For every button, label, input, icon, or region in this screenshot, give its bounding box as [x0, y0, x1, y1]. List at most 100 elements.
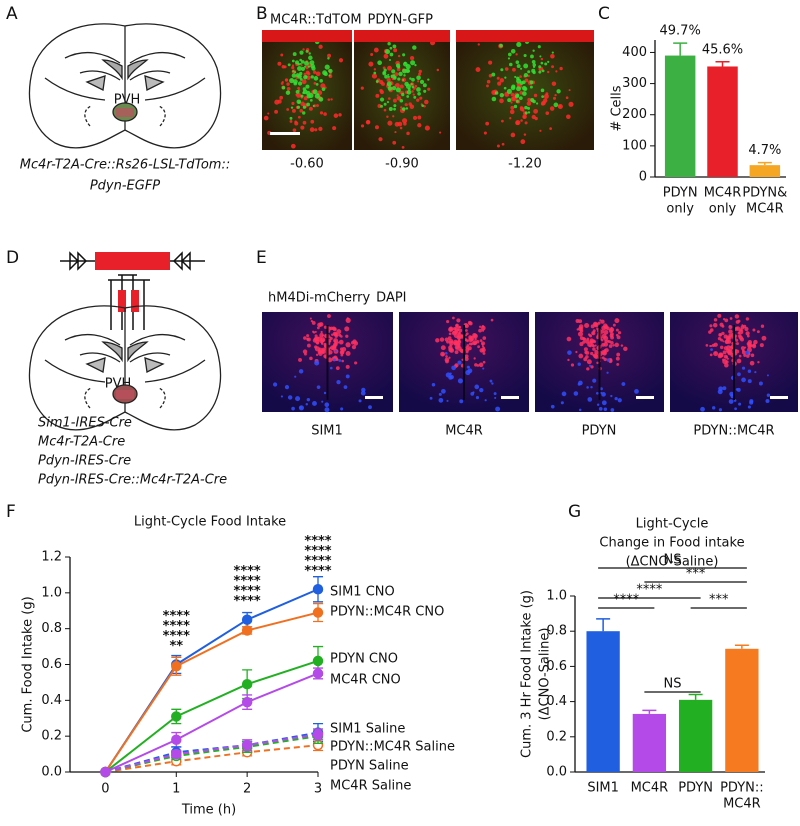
cell: [593, 322, 599, 328]
panel-letter: G: [568, 502, 581, 522]
cell: [478, 325, 482, 328]
cell: [610, 326, 613, 330]
series-line: [105, 733, 319, 773]
y-tick-label: 0.6: [41, 657, 62, 672]
cell: [315, 353, 319, 356]
cell: [375, 93, 380, 98]
cell: [409, 56, 415, 61]
genotype: Mc4r-T2A-Cre::Rs26-LSL-TdTom::: [20, 158, 230, 173]
cell: [745, 317, 750, 321]
cell: [286, 82, 290, 86]
cell: [336, 329, 342, 335]
cell: [717, 389, 723, 395]
x-tick-label: MC4R: [723, 797, 761, 812]
cell: [486, 84, 489, 88]
cell: [514, 75, 517, 79]
cell: [312, 400, 317, 406]
cell: [541, 95, 545, 99]
cell: [306, 337, 310, 341]
cell: [582, 337, 587, 341]
bar-annotation: 49.7%: [660, 24, 701, 39]
cell: [299, 77, 303, 81]
chart-title: (ΔCNO-Saline): [626, 555, 719, 570]
cell: [544, 62, 548, 66]
cell: [303, 72, 307, 76]
cell: [393, 107, 396, 111]
y-tick-label: 0.0: [41, 765, 62, 780]
cell: [391, 86, 397, 91]
cell: [735, 326, 739, 330]
cell: [374, 125, 379, 130]
cell: [387, 97, 391, 100]
genotype: Pdyn-IRES-Cre::Mc4r-T2A-Cre: [38, 473, 227, 488]
cell: [413, 95, 417, 99]
cell: [710, 348, 713, 352]
cell: [330, 98, 333, 101]
cell: [301, 79, 307, 85]
x-tick-label: 3: [314, 782, 322, 797]
scale-bar: [501, 396, 519, 399]
cell: [295, 60, 300, 65]
y-axis-label: Cum. 3 Hr Food Intake (g): [520, 590, 535, 758]
cell: [424, 99, 429, 105]
cell: [533, 93, 538, 98]
cell: [501, 119, 504, 123]
cell: [481, 347, 486, 353]
cell: [590, 351, 594, 356]
cell: [303, 65, 306, 68]
cell: [610, 394, 613, 398]
cell: [565, 96, 569, 100]
cell: [594, 349, 599, 355]
significance: ****: [163, 609, 190, 624]
series-label: PDYN::MC4R Saline: [330, 740, 455, 755]
cell: [745, 350, 750, 355]
cell: [598, 407, 603, 411]
cell: [274, 99, 280, 105]
significance: ****: [234, 564, 261, 579]
cell: [749, 400, 754, 405]
cell: [386, 77, 391, 83]
cell: [538, 65, 542, 69]
cell: [295, 73, 300, 78]
cell: [397, 54, 401, 58]
cell: [515, 121, 520, 126]
cell: [381, 82, 385, 86]
cell: [606, 371, 609, 374]
cell: [578, 353, 584, 359]
cell: [373, 47, 379, 53]
cell: [725, 355, 728, 359]
cell: [332, 126, 337, 131]
cell: [744, 326, 749, 332]
cell: [316, 341, 320, 345]
cell: [578, 380, 583, 386]
x-tick-label: MC4R: [704, 186, 742, 201]
cell: [459, 399, 464, 404]
red-band: [456, 30, 594, 42]
cell: [527, 111, 531, 114]
cell: [508, 62, 513, 67]
cell: [760, 324, 765, 328]
cell: [312, 331, 316, 334]
series-line: [105, 744, 319, 773]
cell: [305, 84, 310, 89]
cell: [406, 131, 410, 136]
cell: [378, 137, 383, 142]
cell: [285, 78, 288, 82]
cell: [295, 396, 301, 402]
cell: [610, 408, 615, 412]
cell: [466, 339, 469, 343]
cell: [296, 99, 302, 105]
cell: [417, 91, 421, 96]
point: [171, 711, 182, 722]
series-label: PDYN CNO: [330, 652, 398, 667]
cell: [527, 74, 530, 78]
y-tick-label: 1.0: [41, 585, 62, 600]
cell: [568, 101, 574, 107]
cell: [287, 395, 293, 400]
cell: [328, 336, 332, 339]
cell: [530, 54, 534, 59]
cell: [503, 86, 507, 90]
cell: [713, 342, 718, 347]
cell: [435, 338, 440, 343]
